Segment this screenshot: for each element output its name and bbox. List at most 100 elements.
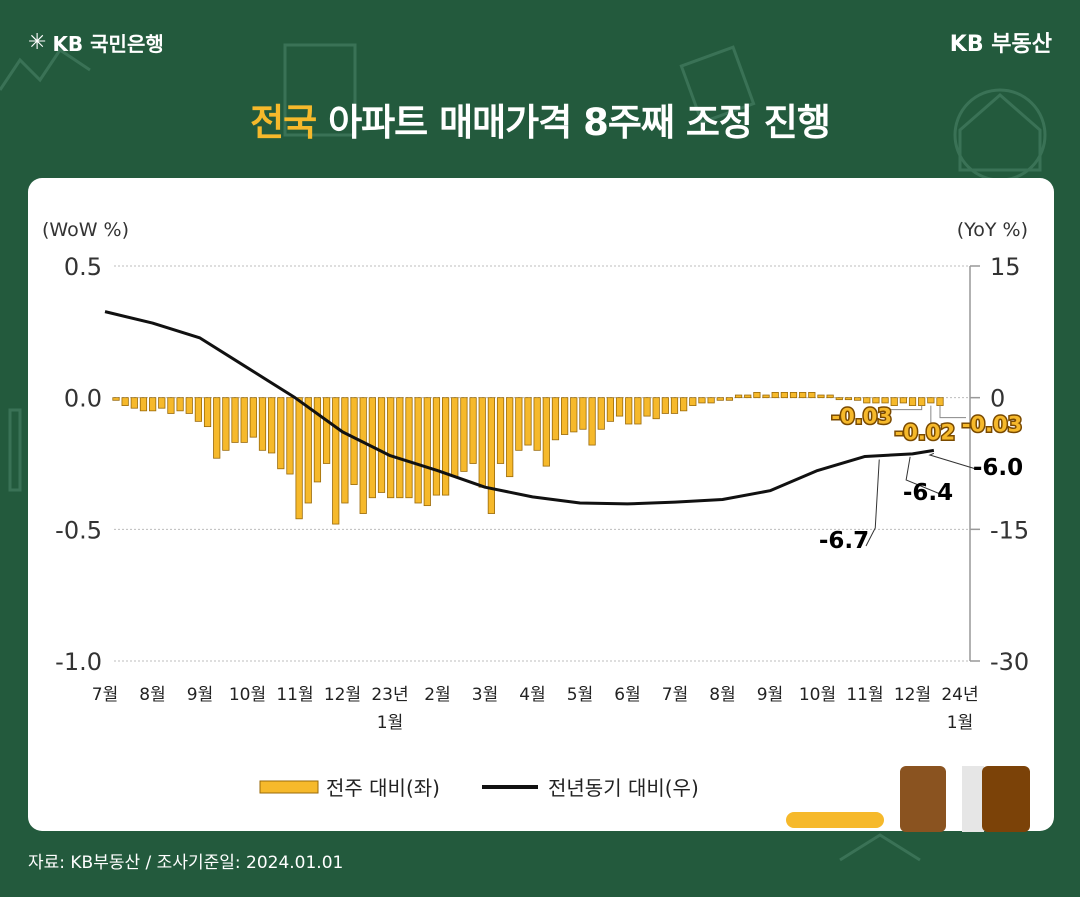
wow-bar (222, 397, 230, 451)
wow-bar (661, 397, 669, 414)
wow-bar (130, 397, 138, 409)
right-tick-label: 0 (990, 385, 1005, 413)
wow-bar (423, 397, 431, 507)
x-tick-label: 4월 (519, 685, 545, 705)
left-tick-label: -0.5 (55, 516, 102, 544)
wow-bar (496, 397, 505, 464)
wow-bar (158, 397, 166, 409)
wow-bar (460, 397, 468, 472)
wow-bar (387, 397, 395, 499)
chart-card: (WoW %) (YoY %) 0.5 0.0 -0.5 -1.0 15 0 -15 -30 7월 8… (28, 178, 1054, 831)
wow-bar (332, 397, 340, 525)
wow-bar (579, 397, 587, 430)
wow-bar (350, 397, 358, 485)
wow-bar (799, 391, 807, 399)
brown-block-shape (900, 766, 946, 832)
wow-bar (615, 397, 624, 417)
wow-bar (213, 397, 221, 459)
x-tick-label: 23년 (371, 685, 408, 705)
wow-bar (203, 397, 212, 428)
wow-bar (432, 397, 441, 496)
wow-bar (441, 397, 450, 496)
wow-bar (853, 397, 862, 401)
wow-bar (561, 397, 569, 435)
wow-bar (725, 397, 734, 401)
x-tick-label: 10월 (229, 685, 266, 705)
wow-bar (771, 391, 779, 399)
left-tick-label: -1.0 (55, 648, 102, 676)
wow-bar (139, 397, 148, 412)
wow-bar (451, 397, 459, 478)
x-tick-label: 5월 (567, 685, 593, 705)
bar-outline-icon (8, 408, 22, 492)
wow-bar (872, 397, 880, 404)
wow-bar (506, 397, 514, 478)
x-tick-label: 3월 (472, 685, 498, 705)
title-rest: 아파트 매매가격 8주째 조정 진행 (316, 101, 831, 144)
dark-brown-block-shape (982, 766, 1030, 832)
wow-bar (185, 397, 193, 414)
wow-bar (588, 397, 596, 446)
star-logo-icon: ✳ (28, 30, 47, 55)
wow-bar (295, 397, 303, 520)
wow-bar (240, 397, 248, 443)
bank-logo: ✳ KB 국민은행 (28, 28, 164, 57)
wow-bar (231, 397, 239, 443)
wow-bar (881, 397, 889, 404)
left-axis-label: (WoW %) (42, 219, 129, 241)
bar-callout-label: -0.03 (962, 413, 1023, 437)
roof-outline-icon (839, 833, 921, 862)
wow-bar (826, 394, 834, 399)
source-note: 자료: KB부동산 / 조사기준일: 2024.01.01 (28, 853, 344, 873)
x-tick-label: 8월 (709, 685, 735, 705)
wow-bar (396, 397, 404, 499)
left-tick-label: 0.0 (64, 385, 102, 413)
x-tick-label: 11월 (276, 685, 313, 705)
wow-bar (899, 397, 907, 404)
title-highlight: 전국 (250, 101, 317, 144)
wow-bar (744, 394, 752, 399)
line-callout-label: -6.4 (903, 480, 953, 506)
wow-bar (734, 394, 743, 399)
wow-bar (112, 397, 120, 401)
wow-bar (606, 397, 615, 422)
wow-bar (698, 397, 706, 404)
x-tick-label: 12월 (324, 685, 361, 705)
x-tick-label-sub: 1월 (947, 713, 973, 733)
wow-bar (359, 397, 367, 514)
x-tick-label: 24년 (941, 685, 978, 705)
wow-bar (167, 397, 175, 414)
wow-bar (789, 391, 798, 399)
x-tick-label: 2월 (424, 685, 450, 705)
house-outline-icon (958, 93, 1042, 172)
wow-bar (570, 397, 578, 433)
decor-blocks (786, 766, 1030, 832)
wow-bar (176, 397, 184, 412)
wow-bar (835, 397, 843, 401)
wow-bar (707, 397, 715, 404)
wow-bar (817, 394, 825, 399)
x-tick-label-sub: 1월 (377, 713, 403, 733)
wow-bar (524, 397, 532, 446)
line-callout-leader (865, 459, 880, 547)
wow-bar (762, 394, 770, 399)
wow-bar (936, 397, 944, 406)
wow-bar (542, 397, 550, 467)
line-callout-leader (905, 456, 951, 499)
wow-bar (927, 397, 935, 404)
wow-bar (322, 397, 331, 464)
bar-series (112, 391, 944, 525)
wow-bar (286, 397, 294, 475)
wow-bar (304, 397, 312, 504)
wow-bar (515, 397, 523, 451)
line-callout-leader (928, 452, 977, 470)
bar-callout-leader (887, 405, 923, 411)
wow-bar (680, 397, 688, 412)
wow-bar (249, 397, 257, 438)
wow-bar (533, 397, 541, 451)
wow-bar (716, 397, 724, 401)
x-tick-label: 7월 (662, 685, 688, 705)
wow-bar (780, 391, 788, 399)
wow-bar (405, 397, 413, 499)
